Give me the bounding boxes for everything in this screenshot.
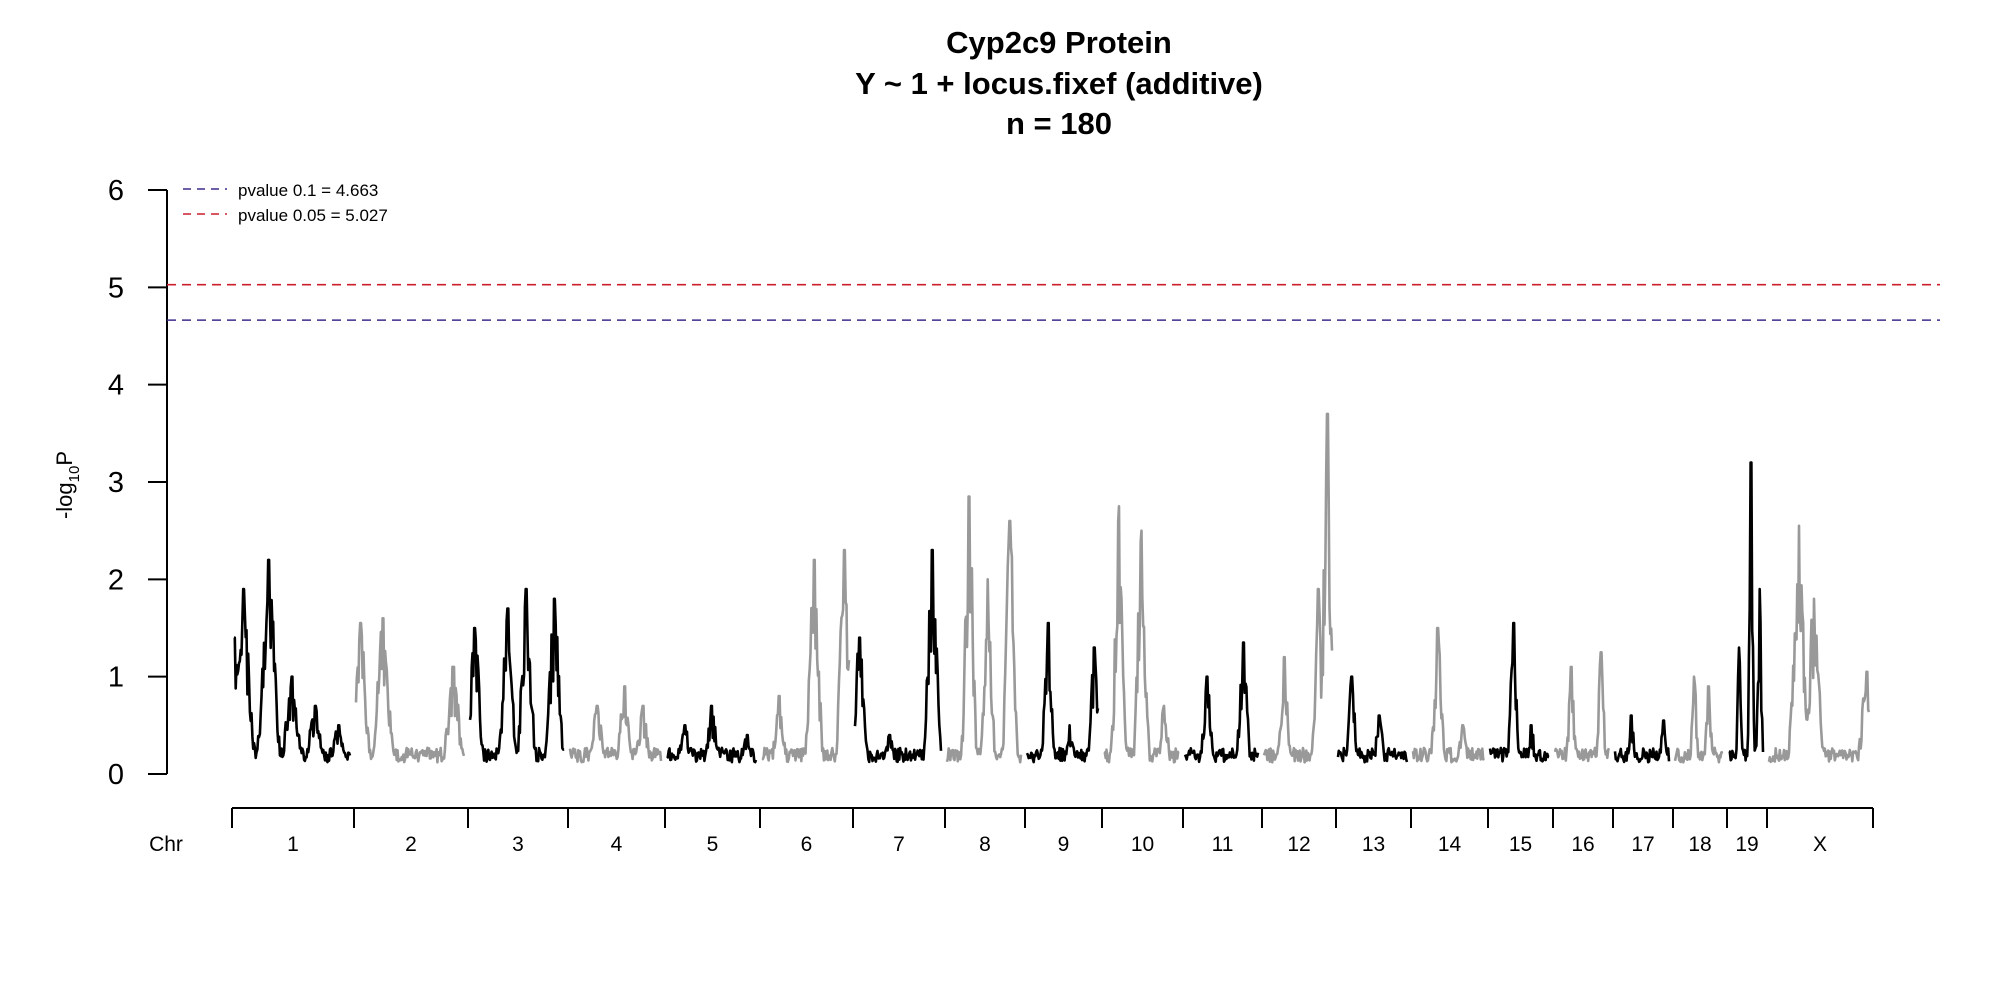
x-axis-label: Chr — [149, 833, 183, 856]
chr-label-8: 8 — [979, 833, 991, 856]
chr-series-6 — [761, 548, 851, 764]
y-label-suffix: P — [52, 451, 77, 466]
chr-label-18: 18 — [1688, 833, 1711, 856]
chr-label-7: 7 — [893, 833, 905, 856]
x-axis: Chr 1 2 3 4 5 6 7 8 9 10 11 12 13 14 15 16 17 18 19 X — [149, 807, 1874, 856]
chr-label-5: 5 — [707, 833, 719, 856]
y-tick-label: 0 — [108, 759, 124, 791]
y-tick-label: 5 — [108, 272, 124, 304]
chr-series-11 — [1183, 641, 1260, 764]
y-tick-label: 6 — [108, 175, 124, 207]
chr-label-3: 3 — [512, 833, 524, 856]
chr-series-15 — [1488, 621, 1550, 763]
chr-label-1: 1 — [287, 833, 299, 856]
chr-series-12 — [1262, 412, 1334, 764]
threshold-lines — [167, 283, 1940, 321]
chr-series-3 — [468, 587, 565, 764]
chr-series-14 — [1411, 626, 1485, 764]
chr-series-18 — [1673, 675, 1724, 764]
chr-series-19 — [1728, 461, 1765, 762]
title-line-3: n = 180 — [1006, 106, 1112, 141]
y-axis: 0 1 2 3 4 5 6 -log10P — [52, 175, 168, 791]
chr-series-10 — [1103, 504, 1180, 764]
chart-title: Cyp2c9 Protein Y ~ 1 + locus.fixef (addi… — [855, 25, 1263, 141]
chromosome-ticks: 1 2 3 4 5 6 7 8 9 10 11 12 13 14 15 16 17 18 19 X — [231, 808, 1874, 856]
y-axis-label: -log10P — [52, 451, 83, 519]
chr-series-16 — [1553, 650, 1611, 763]
chr-series-4 — [568, 685, 663, 764]
chr-series-8 — [945, 495, 1023, 764]
chr-series-9 — [1025, 621, 1100, 764]
y-ticks: 0 1 2 3 4 5 6 — [108, 175, 167, 791]
legend: pvalue 0.1 = 4.663 pvalue 0.05 = 5.027 — [183, 181, 388, 225]
chr-label-14: 14 — [1438, 833, 1462, 856]
legend-label-0.05: pvalue 0.05 = 5.027 — [238, 206, 388, 225]
y-tick-label: 2 — [108, 564, 124, 596]
chr-series-1 — [233, 558, 352, 764]
chromosome-series — [233, 412, 1871, 764]
chr-series-5 — [666, 704, 758, 764]
chr-label-13: 13 — [1362, 833, 1385, 856]
chr-series-X — [1767, 524, 1871, 764]
title-line-1: Cyp2c9 Protein — [946, 25, 1172, 60]
y-tick-label: 3 — [108, 467, 124, 499]
chr-series-7 — [853, 548, 943, 764]
chr-series-17 — [1613, 714, 1671, 764]
chr-label-2: 2 — [405, 833, 417, 856]
title-line-2: Y ~ 1 + locus.fixef (additive) — [855, 66, 1263, 101]
chr-series-2 — [354, 616, 466, 764]
y-label-subscript: 10 — [66, 466, 83, 483]
y-tick-label: 1 — [108, 662, 124, 694]
chr-label-6: 6 — [801, 833, 813, 856]
chr-label-16: 16 — [1571, 833, 1594, 856]
y-tick-label: 4 — [108, 370, 124, 402]
chr-label-19: 19 — [1735, 833, 1758, 856]
chr-label-4: 4 — [611, 833, 623, 856]
y-label-prefix: -log — [52, 482, 77, 519]
legend-label-0.1: pvalue 0.1 = 4.663 — [238, 181, 378, 200]
chr-label-15: 15 — [1509, 833, 1532, 856]
chr-label-X: X — [1813, 833, 1827, 856]
chr-label-12: 12 — [1287, 833, 1310, 856]
chr-label-9: 9 — [1058, 833, 1070, 856]
chr-label-11: 11 — [1212, 833, 1234, 856]
chr-label-10: 10 — [1131, 833, 1154, 856]
chr-label-17: 17 — [1631, 833, 1654, 856]
chr-series-13 — [1336, 675, 1409, 764]
